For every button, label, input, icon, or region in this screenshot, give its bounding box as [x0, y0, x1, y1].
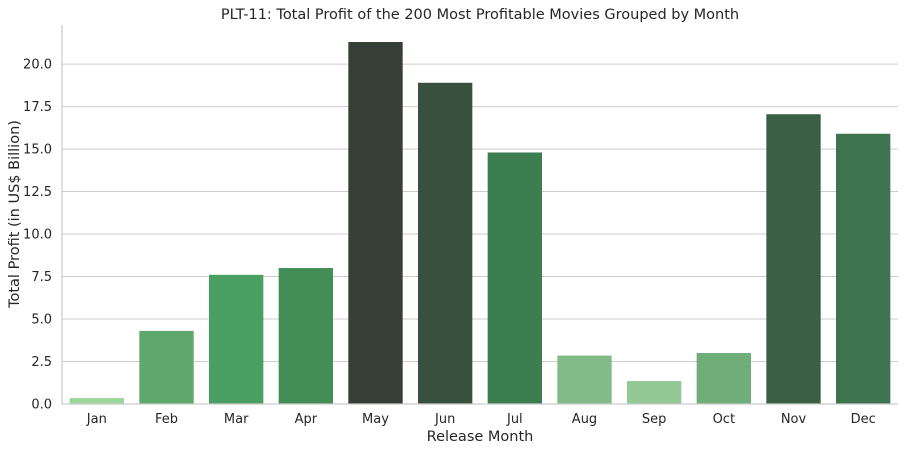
- bar-oct: [696, 353, 752, 404]
- bar-jul: [487, 152, 543, 404]
- x-tick-label: Dec: [851, 412, 876, 427]
- x-tick-labels: Jan Feb Mar Apr May Jun Jul Aug Sep Oct Nov Dec: [86, 412, 876, 427]
- bar-nov: [766, 114, 821, 405]
- x-tick-label: Aug: [572, 412, 597, 427]
- bar-sep: [626, 381, 682, 404]
- y-tick-label: 0.0: [31, 398, 52, 413]
- gridlines: [62, 63, 898, 363]
- y-tick-label: 10.0: [23, 228, 52, 243]
- bars: [69, 41, 891, 405]
- y-tick-label: 5.0: [31, 313, 52, 328]
- x-axis-title: Release Month: [427, 429, 534, 445]
- bar-jan: [69, 398, 125, 404]
- y-tick-label: 20.0: [23, 58, 52, 73]
- y-tick-label: 15.0: [23, 143, 52, 158]
- y-tick-label: 7.5: [31, 270, 52, 285]
- x-tick-label: Mar: [224, 412, 249, 427]
- bar-aug: [557, 355, 612, 404]
- y-tick-label: 17.5: [23, 100, 52, 115]
- bar-dec: [835, 133, 891, 404]
- chart-title: PLT-11: Total Profit of the 200 Most Pro…: [221, 7, 739, 23]
- x-tick-label: Jul: [506, 412, 523, 427]
- y-tick-label: 2.5: [31, 355, 52, 370]
- x-tick-label: May: [362, 412, 389, 427]
- bar-feb: [139, 330, 194, 404]
- x-tick-label: Apr: [295, 412, 318, 427]
- y-axis-title: Total Profit (in US$ Billion): [7, 120, 23, 309]
- y-tick-labels: 0.0 2.5 5.0 7.5 10.0 12.5 15.0 17.5 20.0: [23, 58, 52, 413]
- y-tick-label: 12.5: [23, 185, 52, 200]
- bar-mar: [208, 274, 264, 404]
- x-tick-label: Sep: [642, 412, 667, 427]
- x-tick-label: Jan: [86, 412, 107, 427]
- x-tick-label: Feb: [155, 412, 178, 427]
- x-tick-label: Jun: [434, 412, 455, 427]
- bar-may: [348, 41, 403, 404]
- bar-jun: [417, 82, 473, 404]
- x-tick-label: Oct: [713, 412, 735, 427]
- x-tick-label: Nov: [781, 412, 807, 427]
- bar-apr: [278, 268, 334, 404]
